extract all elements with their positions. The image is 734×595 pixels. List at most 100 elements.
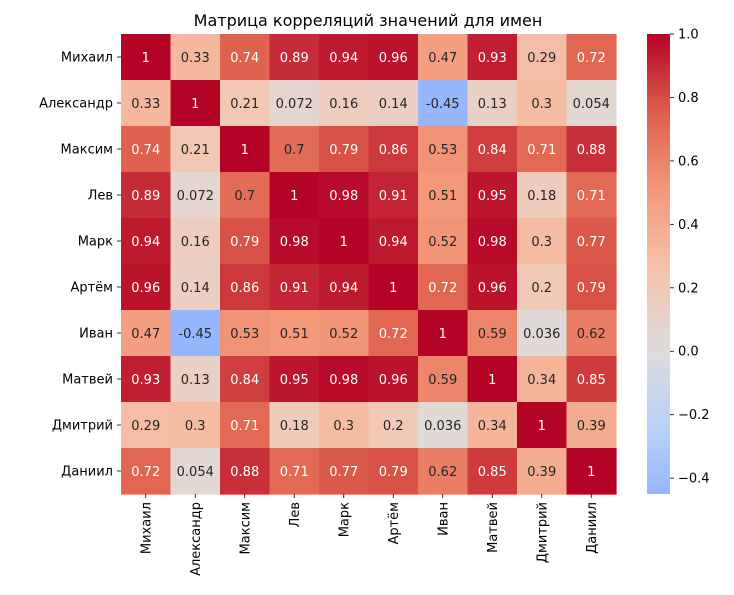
heatmap-cell	[319, 448, 370, 495]
heatmap-cell	[170, 310, 221, 357]
heatmap-cell	[467, 448, 518, 495]
colorbar-ticks: −0.4 −0.2 0.0 0.2 0.4 0.6 0.8 1.0	[670, 28, 710, 487]
heatmap-cell-value: 0.3	[531, 235, 552, 250]
heatmap-cells	[121, 34, 617, 495]
y-tick-label: Иван	[79, 327, 113, 342]
heatmap-cell-value: 0.53	[428, 143, 457, 158]
heatmap-cell	[467, 34, 518, 81]
heatmap-cell-value: 0.13	[181, 373, 210, 388]
heatmap-cell	[319, 80, 370, 127]
heatmap-cell-value: 0.036	[523, 327, 560, 342]
heatmap-cell-value: 0.072	[177, 189, 214, 204]
heatmap-cell	[269, 264, 320, 311]
heatmap-cell-value: 0.036	[424, 419, 461, 434]
heatmap-cell-value: 1	[340, 235, 348, 250]
x-tick-label: Александр	[189, 502, 204, 576]
heatmap-cell-value: 0.072	[276, 97, 313, 112]
heatmap-cell	[517, 356, 568, 403]
y-tick-label: Михаил	[61, 51, 113, 66]
heatmap-cell	[220, 34, 271, 81]
heatmap-cell	[269, 80, 320, 127]
heatmap-cell	[566, 264, 617, 311]
heatmap-cell-value: 0.85	[577, 373, 606, 388]
heatmap-cell	[220, 310, 271, 357]
heatmap-cell	[269, 356, 320, 403]
heatmap-cell-value: 1	[191, 97, 199, 112]
heatmap-cell-value: 0.3	[185, 419, 206, 434]
heatmap-cell-value: 1	[142, 51, 150, 66]
heatmap-cell-value: 0.71	[280, 465, 309, 480]
heatmap-cell-value: 0.74	[230, 51, 259, 66]
heatmap-cell	[220, 126, 271, 173]
heatmap-cell-value: 0.18	[527, 189, 556, 204]
heatmap-cell-value: 0.71	[527, 143, 556, 158]
heatmap-cell	[269, 34, 320, 81]
heatmap-cell-value: 0.96	[131, 281, 160, 296]
heatmap-cell-value: 0.89	[131, 189, 160, 204]
heatmap-cell	[467, 402, 518, 449]
heatmap-cell	[368, 310, 419, 357]
heatmap-cell-value: 0.72	[428, 281, 457, 296]
heatmap-cell	[121, 356, 172, 403]
y-tick-label: Марк	[78, 235, 113, 250]
heatmap-cell-value: 0.39	[527, 465, 556, 480]
colorbar-tick-label: −0.2	[678, 408, 710, 423]
heatmap-cell	[220, 402, 271, 449]
heatmap-cell-value: 1	[439, 327, 447, 342]
heatmap-cell	[269, 172, 320, 219]
heatmap-cell	[418, 126, 469, 173]
heatmap-cell-value: 0.96	[478, 281, 507, 296]
heatmap-cell-value: 0.94	[329, 281, 358, 296]
heatmap-cell-value: 0.16	[329, 97, 358, 112]
heatmap-cell-value: 0.94	[131, 235, 160, 250]
heatmap-cell	[368, 80, 419, 127]
heatmap-cell	[517, 34, 568, 81]
heatmap-cell-value: 0.89	[280, 51, 309, 66]
heatmap-cell	[566, 80, 617, 127]
heatmap-cell-value: 0.84	[230, 373, 259, 388]
heatmap-cell-value: 0.39	[577, 419, 606, 434]
heatmap-cell	[170, 264, 221, 311]
heatmap-cell	[467, 126, 518, 173]
heatmap-cell	[121, 310, 172, 357]
heatmap-cell	[368, 356, 419, 403]
y-tick-label: Лев	[88, 189, 113, 204]
heatmap-cell-labels: 1 0.33 0.74 0.89 0.94 0.96 0.47 0.93 0.29 0.72 0.3…	[131, 51, 610, 480]
heatmap-cell-value: 0.34	[478, 419, 507, 434]
heatmap-cell	[517, 402, 568, 449]
y-tick-label: Максим	[61, 143, 113, 158]
x-tick-label: Марк	[337, 502, 352, 537]
heatmap-cell-value: 0.21	[181, 143, 210, 158]
heatmap-cell-value: 1	[241, 143, 249, 158]
heatmap-cell-value: 0.95	[280, 373, 309, 388]
colorbar-tick-label: 0.6	[678, 154, 699, 169]
heatmap-cell	[368, 402, 419, 449]
heatmap-cell-value: 0.98	[329, 189, 358, 204]
colorbar-tick-label: 0.2	[678, 281, 699, 296]
heatmap-cell-value: 0.34	[527, 373, 556, 388]
heatmap-cell	[467, 264, 518, 311]
heatmap-cell	[418, 448, 469, 495]
heatmap-cell-value: 1	[587, 465, 595, 480]
heatmap-cell	[319, 172, 370, 219]
heatmap-cell-value: 0.3	[531, 97, 552, 112]
heatmap-cell-value: 0.16	[181, 235, 210, 250]
heatmap-cell	[220, 218, 271, 265]
heatmap-cell-value: 1	[389, 281, 397, 296]
colorbar-tick-label: 0.4	[678, 218, 699, 233]
colorbar-tick-label: −0.4	[678, 472, 710, 487]
colorbar-tick-label: 1.0	[678, 28, 699, 43]
x-tick-label: Иван	[436, 502, 451, 536]
heatmap-cell	[517, 80, 568, 127]
heatmap-cell-value: 1	[488, 373, 496, 388]
heatmap-cell	[170, 448, 221, 495]
x-tick-label: Артём	[387, 502, 402, 545]
x-axis-tick-labels: Михаил Александр Максим Лев Марк Артём Иван Мат…	[139, 494, 600, 576]
heatmap-cell	[170, 126, 221, 173]
heatmap-cell-value: 0.3	[333, 419, 354, 434]
heatmap-cell	[170, 34, 221, 81]
y-tick-label: Даниил	[61, 465, 113, 480]
heatmap-cell-value: 0.93	[478, 51, 507, 66]
heatmap-cell-value: 0.95	[478, 189, 507, 204]
heatmap-cell	[269, 310, 320, 357]
